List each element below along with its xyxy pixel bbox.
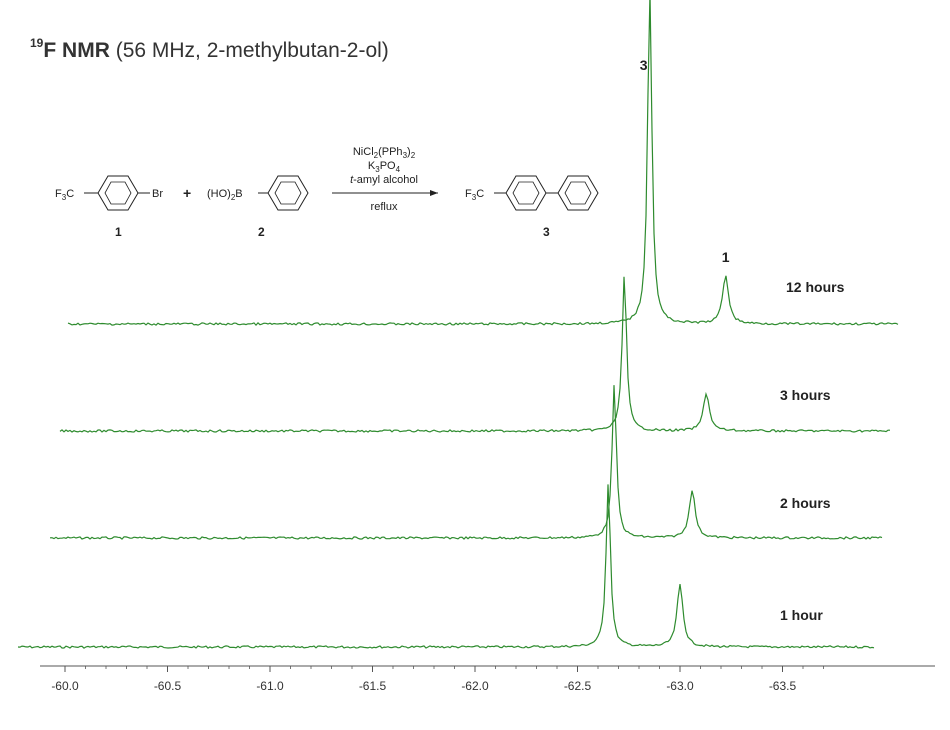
trace-label-4: 12 hours	[786, 279, 845, 295]
product-f3c: F3C	[465, 188, 484, 202]
reagent-solvent: t-amyl alcohol	[350, 174, 418, 186]
reagent-catalyst: NiCl2(PPh3)2	[353, 146, 416, 160]
x-tick-label-6: -63.0	[666, 679, 694, 693]
reactant-1-f3c: F3C	[55, 188, 74, 202]
x-tick-label-4: -62.0	[461, 679, 489, 693]
chart-title: 19F NMR (56 MHz, 2-methylbutan-2-ol)	[30, 36, 389, 63]
reactant-1-br: Br	[152, 188, 163, 200]
reactant-1-number: 1	[115, 225, 122, 239]
x-tick-label-2: -61.0	[256, 679, 284, 693]
reactant-1: F3C Br 1	[55, 175, 163, 239]
benzene-ring-2	[267, 175, 309, 211]
nucleus-symbol: F	[43, 39, 57, 62]
x-tick-label-5: -62.5	[564, 679, 592, 693]
benzene-ring-3b	[557, 175, 599, 211]
reactant-2-number: 2	[258, 225, 265, 239]
reaction-scheme: F3C Br 1 + (HO)2B 2 NiCl2(PPh3)2 K3PO4 t…	[55, 146, 599, 239]
trace-label-2: 2 hours	[780, 495, 831, 511]
plus-sign: +	[183, 185, 191, 201]
x-tick-label-1: -60.5	[154, 679, 182, 693]
product-3: F3C 3	[465, 175, 599, 239]
reflux-label: reflux	[371, 201, 398, 213]
peak-label-3: 3	[640, 57, 648, 73]
x-tick-label-7: -63.5	[769, 679, 797, 693]
x-tick-label-0: -60.0	[51, 679, 79, 693]
spectrum-trace-4	[67, 0, 899, 326]
peak-label-1: 1	[722, 249, 730, 265]
trace-label-1: 1 hour	[780, 607, 823, 623]
reaction-conditions: NiCl2(PPh3)2 K3PO4 t-amyl alcohol reflux	[332, 146, 438, 213]
x-tick-label-3: -61.5	[359, 679, 387, 693]
conditions: (56 MHz, 2-methylbutan-2-ol)	[115, 39, 389, 62]
product-number: 3	[543, 225, 550, 239]
spectrum-trace-1	[17, 484, 875, 649]
trace-label-3: 3 hours	[780, 387, 831, 403]
technique: NMR	[62, 39, 110, 62]
nucleus-mass: 19	[30, 36, 44, 50]
spectrum-trace-2	[49, 385, 883, 540]
spectrum-trace-3	[59, 276, 890, 433]
